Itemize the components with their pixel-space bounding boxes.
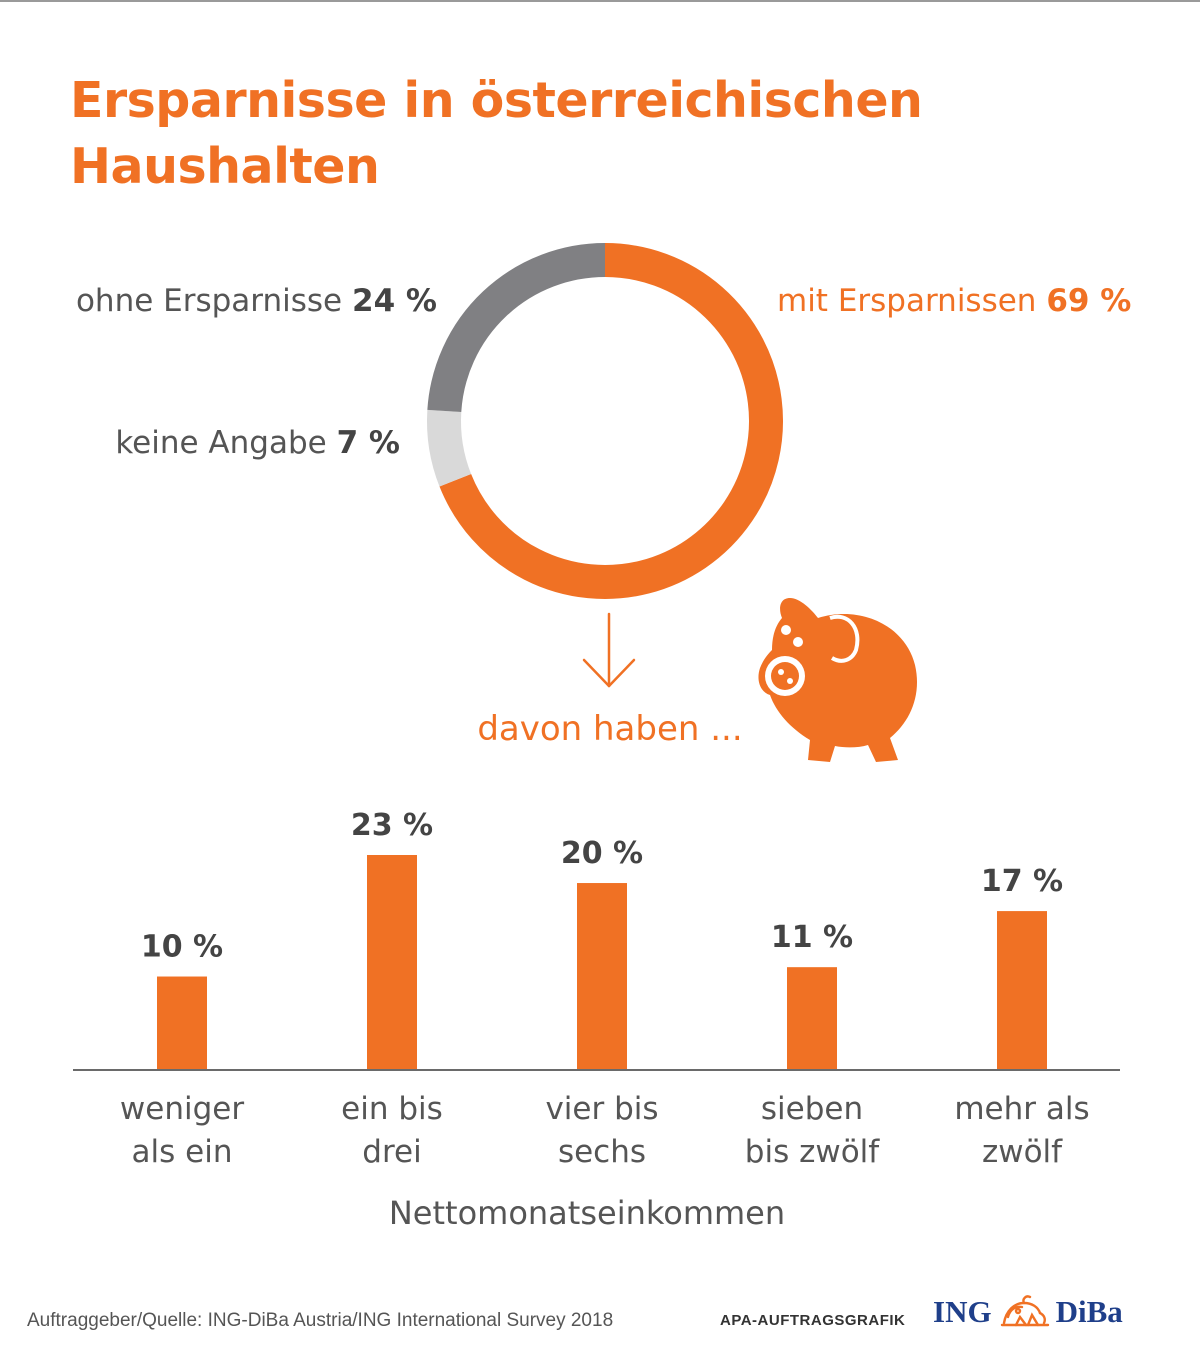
logo-text-diba: DiBa [1055, 1294, 1123, 1329]
donut-label-1: keine Angabe 7 % [115, 425, 400, 461]
bar-4 [997, 911, 1047, 1070]
x-axis-label: Nettomonatseinkommen [389, 1194, 785, 1232]
bar-0 [157, 976, 207, 1070]
category-label-3-line-0: sieben [761, 1091, 863, 1127]
donut-slice-1 [427, 409, 472, 487]
donut-legend-labels: mit Ersparnissen 69 % keine Angabe 7 % ohn… [76, 283, 1131, 461]
logo-text-ing: ING [933, 1294, 992, 1329]
donut-label-2: ohne Ersparnisse 24 % [76, 283, 437, 319]
apa-credit: APA-AUFTRAGSGRAFIK [720, 1312, 906, 1329]
donut-label-0: mit Ersparnissen 69 % [777, 283, 1131, 319]
ing-diba-logo: ING DiBa [933, 1292, 1123, 1332]
bar-chart: 10 % 23 % 20 % 11 % 17 % [141, 808, 1063, 1070]
bar-1 [367, 855, 417, 1070]
arrow-down-icon [582, 612, 636, 688]
bar-value-label-1: 23 % [351, 808, 433, 843]
category-label-0-line-1: als ein [132, 1134, 233, 1170]
bar-3 [787, 967, 837, 1070]
donut-label-name-1: keine Angabe [115, 425, 336, 461]
bar-chart-caption: davon haben ... [477, 709, 742, 749]
category-label-0-line-0: weniger [120, 1091, 244, 1127]
page-title: Ersparnisse in österreichischen Haushalt… [70, 68, 1070, 200]
category-label-3-line-1: bis zwölf [745, 1134, 881, 1170]
category-label-1-line-0: ein bis [341, 1091, 443, 1127]
category-labels: weniger als ein ein bis drei vier bis sechs si… [120, 1091, 1090, 1170]
category-label-1-line-1: drei [362, 1134, 421, 1170]
donut-slice-2 [427, 243, 606, 413]
source-note: Auftraggeber/Quelle: ING-DiBa Austria/IN… [27, 1310, 614, 1331]
bar-2 [577, 883, 627, 1070]
category-label-4-line-1: zwölf [982, 1134, 1063, 1170]
category-label-2-line-0: vier bis [545, 1091, 658, 1127]
ing-lion-logo [1000, 1295, 1049, 1327]
donut-label-value-1: 7 % [337, 425, 400, 461]
category-label-2-line-1: sechs [558, 1134, 646, 1170]
donut-chart [427, 243, 783, 599]
category-label-4-line-0: mehr als [954, 1091, 1089, 1127]
title-line-1: Ersparnisse in österreichischen [70, 72, 923, 129]
bar-value-label-4: 17 % [981, 864, 1063, 899]
donut-label-name-2: ohne Ersparnisse [76, 283, 352, 319]
bar-value-label-0: 10 % [141, 930, 223, 965]
bar-value-label-2: 20 % [561, 836, 643, 871]
piggy-bank-icon [758, 598, 918, 762]
savings-chart: mit Ersparnissen 69 % keine Angabe 7 % ohn… [73, 243, 1131, 1232]
donut-label-value-0: 69 % [1046, 283, 1131, 319]
donut-label-name-0: mit Ersparnissen [777, 283, 1046, 319]
donut-label-value-2: 24 % [352, 283, 437, 319]
donut-slice-0 [439, 243, 783, 599]
bar-value-label-3: 11 % [771, 920, 853, 955]
top-divider [0, 0, 1200, 2]
title-line-2: Haushalten [70, 138, 380, 195]
